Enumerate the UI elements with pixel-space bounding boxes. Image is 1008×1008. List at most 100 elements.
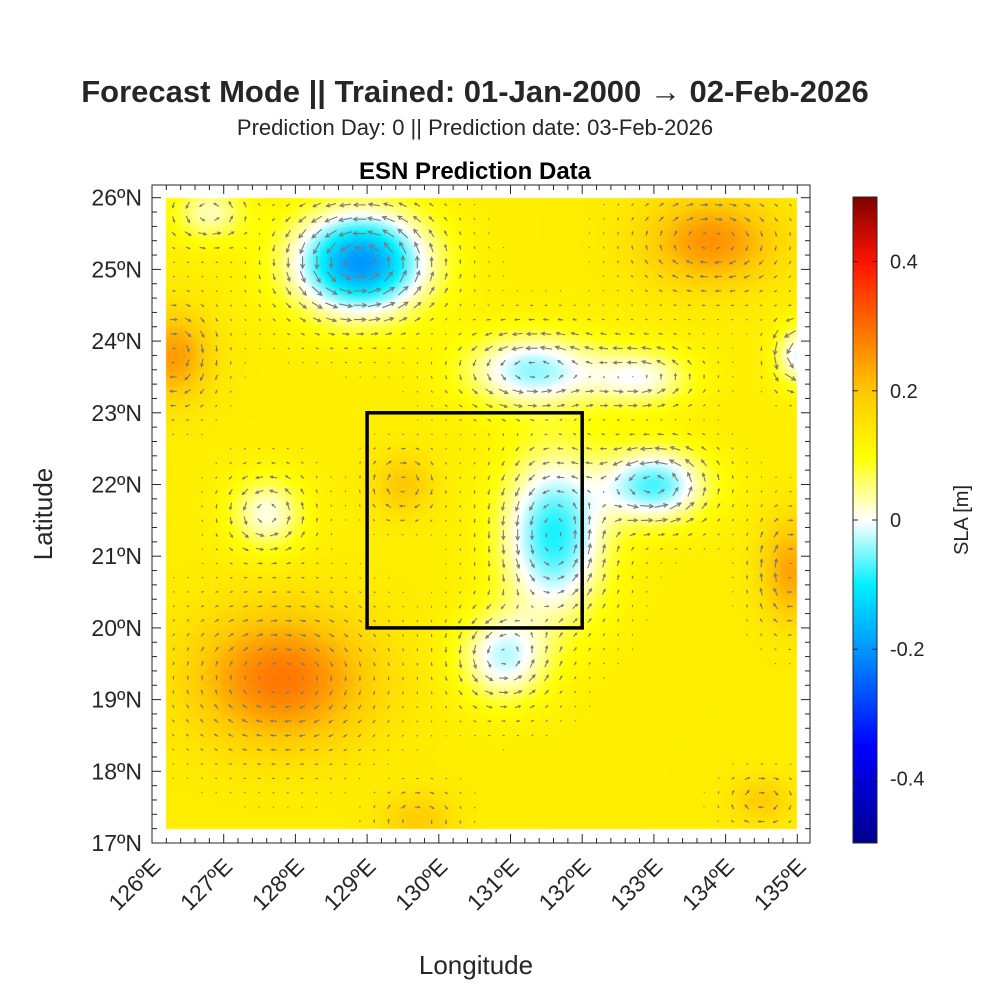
velocity-arrow (616, 419, 621, 421)
velocity-arrow (473, 274, 476, 278)
velocity-arrow (543, 375, 550, 379)
velocity-arrow (659, 304, 663, 307)
velocity-arrow (713, 274, 723, 279)
velocity-arrow (758, 259, 764, 266)
velocity-arrow (669, 445, 681, 451)
velocity-arrow (612, 346, 623, 351)
velocity-arrow (402, 648, 404, 652)
velocity-arrow (471, 388, 479, 395)
velocity-arrow (358, 704, 362, 710)
velocity-arrow (728, 275, 737, 279)
velocity-arrow (715, 304, 720, 307)
velocity-arrow (744, 776, 751, 780)
velocity-arrow (787, 547, 794, 551)
velocity-arrow (570, 388, 581, 393)
velocity-arrow (728, 260, 737, 265)
velocity-arrow (487, 531, 491, 540)
velocity-arrow (759, 602, 763, 610)
velocity-arrow (731, 804, 735, 810)
velocity-arrow (444, 257, 448, 266)
velocity-arrow (545, 720, 549, 722)
velocity-arrow (529, 705, 536, 709)
velocity-arrow (373, 676, 376, 682)
velocity-arrow (257, 590, 263, 594)
velocity-arrow (430, 777, 434, 780)
velocity-arrow (700, 459, 707, 467)
velocity-arrow (542, 461, 550, 465)
figure-subtitle: Prediction Day: 0 || Prediction date: 03… (236, 115, 714, 140)
velocity-arrow (773, 804, 779, 811)
velocity-arrow (444, 819, 448, 825)
velocity-arrow (772, 329, 779, 339)
velocity-arrow (473, 720, 477, 723)
velocity-arrow (557, 318, 564, 321)
velocity-arrow (529, 304, 533, 307)
velocity-arrow (315, 489, 318, 494)
velocity-arrow (702, 360, 706, 365)
velocity-arrow (617, 231, 619, 235)
velocity-arrow (542, 360, 550, 365)
velocity-arrow (486, 373, 492, 382)
velocity-arrow (559, 531, 562, 537)
velocity-arrow (458, 674, 463, 683)
velocity-arrow (471, 617, 478, 625)
velocity-arrow (524, 345, 538, 351)
velocity-arrow (530, 631, 534, 638)
velocity-arrow (645, 216, 649, 222)
velocity-arrow (487, 517, 491, 525)
velocity-arrow (626, 345, 638, 351)
velocity-arrow (214, 217, 220, 222)
velocity-arrow (343, 619, 349, 623)
velocity-arrow (402, 676, 404, 681)
velocity-arrow (631, 230, 634, 236)
velocity-arrow (530, 605, 534, 609)
velocity-arrow (688, 230, 692, 236)
velocity-arrow (228, 646, 234, 652)
velocity-arrow (644, 259, 649, 265)
velocity-arrow (200, 689, 204, 695)
velocity-arrow (487, 720, 492, 723)
velocity-arrow (617, 647, 620, 651)
velocity-arrow (401, 447, 407, 450)
velocity-arrow (269, 475, 278, 479)
velocity-arrow (516, 645, 519, 652)
velocity-arrow (285, 546, 293, 551)
velocity-arrow (787, 634, 792, 637)
velocity-arrow (527, 403, 538, 408)
velocity-arrow (702, 232, 707, 235)
velocity-arrow (673, 304, 677, 307)
velocity-arrow (656, 388, 667, 394)
velocity-arrow (227, 733, 234, 737)
velocity-arrow (287, 347, 290, 350)
velocity-arrow (368, 316, 382, 322)
velocity-arrow (701, 502, 708, 510)
velocity-arrow (271, 503, 277, 509)
velocity-arrow (586, 572, 592, 582)
velocity-arrow (381, 229, 395, 238)
velocity-arrow (414, 519, 419, 522)
velocity-arrow (543, 561, 550, 566)
velocity-arrow (653, 460, 668, 465)
velocity-arrow (645, 230, 649, 236)
velocity-arrow (685, 260, 693, 265)
velocity-arrow (501, 530, 506, 541)
velocity-arrow (241, 475, 248, 480)
velocity-arrow (627, 389, 639, 394)
velocity-arrow (186, 290, 191, 292)
velocity-arrow (358, 347, 363, 350)
velocity-arrow (559, 690, 563, 694)
velocity-arrow (399, 461, 408, 465)
velocity-arrow (171, 303, 178, 307)
velocity-arrow (372, 647, 376, 652)
velocity-arrow (271, 217, 276, 222)
x-tick-label: 129ºE (318, 853, 380, 915)
velocity-arrow (285, 302, 292, 309)
velocity-arrow (516, 719, 521, 722)
velocity-arrow (199, 373, 205, 382)
velocity-arrow (215, 374, 218, 381)
velocity-arrow (602, 529, 607, 539)
velocity-arrow (529, 446, 535, 451)
velocity-arrow (214, 763, 218, 766)
velocity-arrow (515, 529, 521, 542)
velocity-arrow (731, 231, 735, 237)
